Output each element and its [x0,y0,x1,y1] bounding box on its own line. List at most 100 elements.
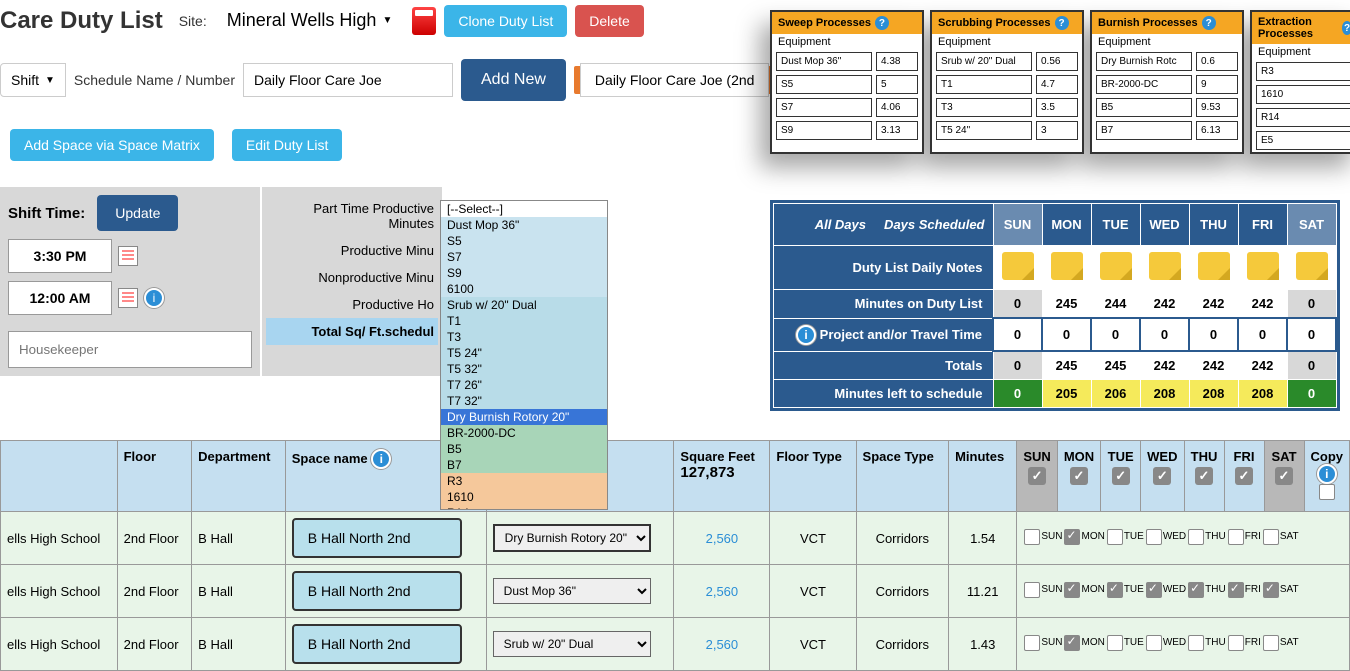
note-cell[interactable] [993,246,1042,290]
equip-name[interactable]: B7 [1096,121,1192,140]
equip-val[interactable]: 4.7 [1036,75,1078,94]
schedule-name-input[interactable] [243,63,453,97]
dropdown-option[interactable]: Srub w/ 20" Dual [441,297,607,313]
dropdown-option[interactable]: 1610 [441,489,607,505]
equip-name[interactable]: T3 [936,98,1032,117]
equip-name[interactable]: BR-2000-DC [1096,75,1192,94]
travel-input[interactable]: 0 [1287,318,1336,351]
equip-name[interactable]: S5 [776,75,872,94]
housekeeper-input[interactable] [8,331,252,368]
equip-name[interactable]: S7 [776,98,872,117]
equip-val[interactable]: 4.06 [876,98,918,117]
header-checkbox[interactable]: ✓ [1070,467,1088,485]
header-checkbox[interactable]: ✓ [1153,467,1171,485]
site-dropdown[interactable]: Mineral Wells High ▼ [215,4,405,37]
header-checkbox[interactable]: ✓ [1028,467,1046,485]
equip-val[interactable]: 0.56 [1036,52,1078,71]
dropdown-option[interactable]: T3 [441,329,607,345]
equip-name[interactable]: T1 [936,75,1032,94]
end-time-input[interactable]: 12:00 AM [8,281,112,315]
sqft-cell[interactable]: 2,560 [674,618,770,671]
sqft-cell[interactable]: 2,560 [674,512,770,565]
note-cell[interactable] [1189,246,1238,290]
clone-button[interactable]: Clone Duty List [444,5,567,37]
shift-dropdown[interactable]: Shift ▼ [0,63,66,97]
info-icon[interactable]: i [1317,464,1337,484]
dropdown-option[interactable]: R14 [441,505,607,510]
equip-name[interactable]: 1610 [1256,85,1350,104]
dropdown-option[interactable]: B7 [441,457,607,473]
dropdown-option[interactable]: T5 24" [441,345,607,361]
equipment-select[interactable]: Dust Mop 36" [493,578,651,604]
equip-val[interactable]: 0.6 [1196,52,1238,71]
dropdown-option[interactable]: R3 [441,473,607,489]
add-new-button[interactable]: Add New [461,59,566,101]
equip-name[interactable]: T5 24" [936,121,1032,140]
info-icon[interactable]: i [371,449,391,469]
equip-name[interactable]: S9 [776,121,872,140]
calendar-icon[interactable] [118,246,138,266]
day-checkbox[interactable]: MON [1064,582,1104,598]
note-cell[interactable] [1091,246,1140,290]
day-checkbox[interactable]: TUE [1107,582,1144,598]
equip-val[interactable]: 3 [1036,121,1078,140]
day-checkbox[interactable]: MON [1064,635,1104,651]
day-checkbox[interactable]: SUN [1024,529,1062,545]
delete-button[interactable]: Delete [575,5,643,37]
travel-input[interactable]: 0 [993,318,1042,351]
travel-input[interactable]: 0 [1238,318,1287,351]
equipment-select[interactable]: Dry Burnish Rotory 20" [493,524,651,552]
equip-name[interactable]: R14 [1256,108,1350,127]
equip-name[interactable]: Srub w/ 20" Dual [936,52,1032,71]
day-checkbox[interactable]: THU [1188,635,1226,651]
info-icon[interactable]: i [796,325,816,345]
dropdown-option[interactable]: Dry Burnish Rotory 20" [441,409,607,425]
help-icon[interactable]: ? [875,16,889,30]
start-time-input[interactable]: 3:30 PM [8,239,112,273]
add-space-button[interactable]: Add Space via Space Matrix [10,129,214,161]
calendar-icon[interactable] [118,288,138,308]
dropdown-option[interactable]: Dust Mop 36" [441,217,607,233]
help-icon[interactable]: ? [1202,16,1216,30]
equip-val[interactable]: 3.13 [876,121,918,140]
day-checkbox[interactable]: THU [1188,582,1226,598]
edit-duty-button[interactable]: Edit Duty List [232,129,342,161]
space-button[interactable]: B Hall North 2nd [292,571,462,611]
day-checkbox[interactable]: THU [1188,529,1226,545]
travel-input[interactable]: 0 [1042,318,1091,351]
dropdown-option[interactable]: T7 26" [441,377,607,393]
travel-input[interactable]: 0 [1189,318,1238,351]
equip-name[interactable]: B5 [1096,98,1192,117]
note-cell[interactable] [1238,246,1287,290]
sqft-cell[interactable]: 2,560 [674,565,770,618]
pdf-icon[interactable] [412,7,436,35]
equip-name[interactable]: E5 [1256,131,1350,150]
day-checkbox[interactable]: TUE [1107,635,1144,651]
equip-val[interactable]: 6.13 [1196,121,1238,140]
day-checkbox[interactable]: SUN [1024,635,1062,651]
equip-val[interactable]: 3.5 [1036,98,1078,117]
equip-name[interactable]: Dry Burnish Rotc [1096,52,1192,71]
dropdown-option[interactable]: 6100 [441,281,607,297]
equip-val[interactable]: 5 [876,75,918,94]
equip-name[interactable]: R3 [1256,62,1350,81]
day-checkbox[interactable]: FRI [1228,529,1261,545]
equip-val[interactable]: 9 [1196,75,1238,94]
header-checkbox[interactable]: ✓ [1275,467,1293,485]
day-checkbox[interactable]: SAT [1263,582,1299,598]
note-cell[interactable] [1042,246,1091,290]
equipment-dropdown-open[interactable]: [--Select--]Dust Mop 36"S5S7S96100Srub w… [440,200,608,510]
dropdown-option[interactable]: BR-2000-DC [441,425,607,441]
day-checkbox[interactable]: SUN [1024,582,1062,598]
current-duty-box[interactable]: Daily Floor Care Joe (2nd [574,66,776,94]
travel-input[interactable]: 0 [1140,318,1189,351]
day-checkbox[interactable]: WED [1146,635,1186,651]
dropdown-option[interactable]: T7 32" [441,393,607,409]
day-checkbox[interactable]: WED [1146,529,1186,545]
update-button[interactable]: Update [97,195,178,231]
dropdown-option[interactable]: S9 [441,265,607,281]
day-checkbox[interactable]: WED [1146,582,1186,598]
help-icon[interactable]: ? [1055,16,1069,30]
day-checkbox[interactable]: SAT [1263,635,1299,651]
dropdown-option[interactable]: T5 32" [441,361,607,377]
